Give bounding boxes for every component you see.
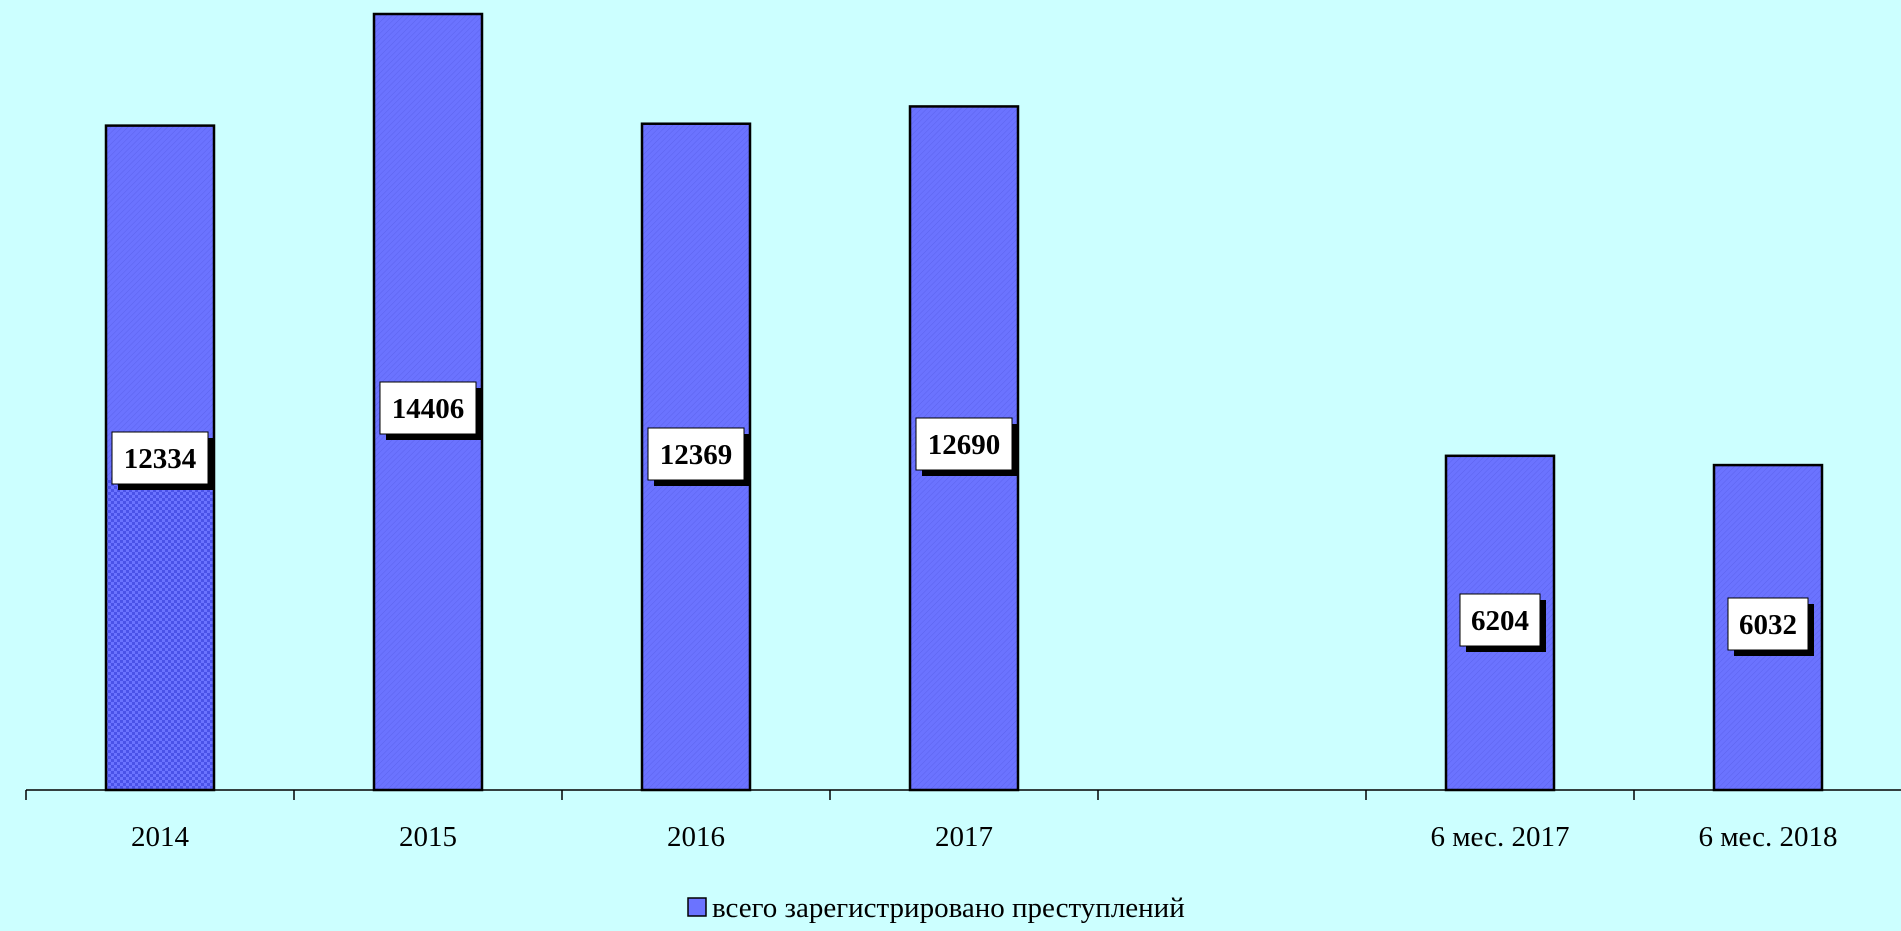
data-label-box (1727, 597, 1809, 651)
data-label-box (379, 381, 477, 435)
data-label-text: 6204 (1471, 605, 1529, 637)
x-tick-label: 6 мес. 2017 (1430, 821, 1569, 853)
data-label: 12690 (915, 417, 1018, 476)
legend: всего зарегистрировано преступлений (687, 892, 1185, 924)
data-label: 6204 (1459, 593, 1546, 652)
x-tick-label: 2017 (935, 821, 993, 853)
x-tick-label: 2015 (399, 821, 457, 853)
x-tick-label: 6 мес. 2018 (1698, 821, 1837, 853)
bar-pattern-segment (107, 478, 213, 789)
data-label-text: 12334 (124, 443, 197, 475)
legend-label: всего зарегистрировано преступлений (712, 892, 1185, 924)
x-axis: 2014 2015 2016 2017 6 мес. 2017 6 мес. 2018 (25, 789, 1901, 853)
data-label-text: 6032 (1739, 609, 1797, 641)
data-label-text: 14406 (392, 393, 465, 425)
x-tick-label: 2014 (131, 821, 190, 853)
data-label-box (1459, 593, 1541, 647)
data-label-box (647, 427, 745, 481)
data-label-text: 12690 (928, 429, 1001, 461)
data-label-text: 12369 (660, 439, 733, 471)
data-label: 12369 (647, 427, 750, 486)
legend-swatch (687, 897, 707, 917)
data-label-box (915, 417, 1013, 471)
x-tick-label: 2016 (667, 821, 725, 853)
data-label: 12334 (111, 431, 214, 490)
data-label-box (111, 431, 209, 485)
data-labels-layer: 12334 14406 12369 12690 6204 6032 (111, 381, 1814, 656)
bars-layer (104, 12, 1824, 792)
data-label: 6032 (1727, 597, 1814, 656)
data-label: 14406 (379, 381, 482, 440)
